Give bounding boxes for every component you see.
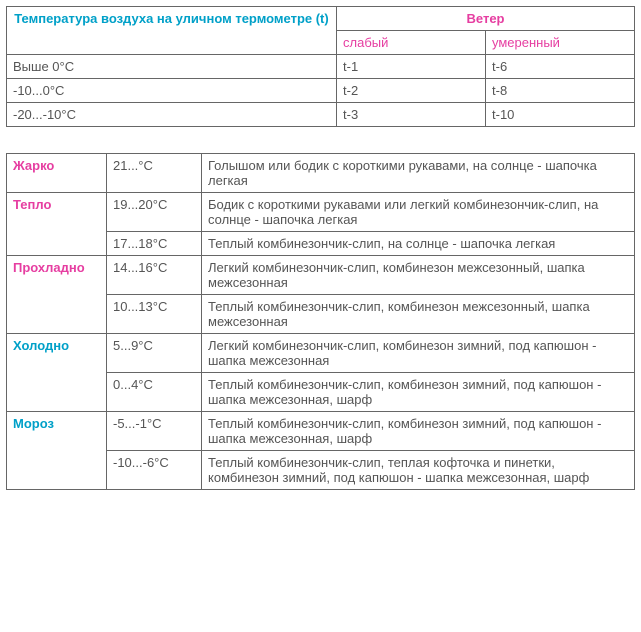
temp-range: -10...-6°C <box>107 451 202 490</box>
table-row: Жарко 21...°C Голышом или бодик с коротк… <box>7 154 635 193</box>
table-row: Тепло 19...20°C Бодик с короткими рукава… <box>7 193 635 232</box>
category-label: Прохладно <box>7 256 107 334</box>
temp-range: 17...18°C <box>107 232 202 256</box>
weak-cell: t-3 <box>337 103 486 127</box>
header-temperature: Температура воздуха на уличном термометр… <box>7 7 337 55</box>
table-row: Прохладно 14...16°C Легкий комбинезончик… <box>7 256 635 295</box>
temp-range: 14...16°C <box>107 256 202 295</box>
category-label: Жарко <box>7 154 107 193</box>
table-row: Мороз -5...-1°C Теплый комбинезончик-сли… <box>7 412 635 451</box>
subheader-moderate-wind: умеренный <box>486 31 635 55</box>
table-row: -20...-10°C t-3 t-10 <box>7 103 635 127</box>
clothing-recommendation-table: Жарко 21...°C Голышом или бодик с коротк… <box>6 153 635 490</box>
temp-range: -5...-1°C <box>107 412 202 451</box>
clothing-desc: Легкий комбинезончик-слип, комбинезон ме… <box>202 256 635 295</box>
clothing-desc: Голышом или бодик с короткими рукавами, … <box>202 154 635 193</box>
category-label: Холодно <box>7 334 107 412</box>
temp-cell: -10...0°C <box>7 79 337 103</box>
weak-cell: t-2 <box>337 79 486 103</box>
clothing-desc: Теплый комбинезончик-слип, комбинезон зи… <box>202 412 635 451</box>
temp-cell: Выше 0°C <box>7 55 337 79</box>
temp-range: 0...4°C <box>107 373 202 412</box>
table-row: -10...0°C t-2 t-8 <box>7 79 635 103</box>
temp-range: 10...13°C <box>107 295 202 334</box>
clothing-desc: Бодик с короткими рукавами или легкий ко… <box>202 193 635 232</box>
moderate-cell: t-6 <box>486 55 635 79</box>
clothing-desc: Легкий комбинезончик-слип, комбинезон зи… <box>202 334 635 373</box>
temp-range: 21...°C <box>107 154 202 193</box>
temp-cell: -20...-10°C <box>7 103 337 127</box>
header-wind: Ветер <box>337 7 635 31</box>
weak-cell: t-1 <box>337 55 486 79</box>
category-label: Мороз <box>7 412 107 490</box>
category-label: Тепло <box>7 193 107 256</box>
clothing-desc: Теплый комбинезончик-слип, теплая кофточ… <box>202 451 635 490</box>
clothing-desc: Теплый комбинезончик-слип, комбинезон зи… <box>202 373 635 412</box>
temp-range: 19...20°C <box>107 193 202 232</box>
table-row: Выше 0°C t-1 t-6 <box>7 55 635 79</box>
temp-range: 5...9°C <box>107 334 202 373</box>
wind-temperature-table: Температура воздуха на уличном термометр… <box>6 6 635 127</box>
moderate-cell: t-8 <box>486 79 635 103</box>
moderate-cell: t-10 <box>486 103 635 127</box>
table-row: Холодно 5...9°C Легкий комбинезончик-сли… <box>7 334 635 373</box>
subheader-weak-wind: слабый <box>337 31 486 55</box>
clothing-desc: Теплый комбинезончик-слип, комбинезон ме… <box>202 295 635 334</box>
clothing-desc: Теплый комбинезончик-слип, на солнце - ш… <box>202 232 635 256</box>
